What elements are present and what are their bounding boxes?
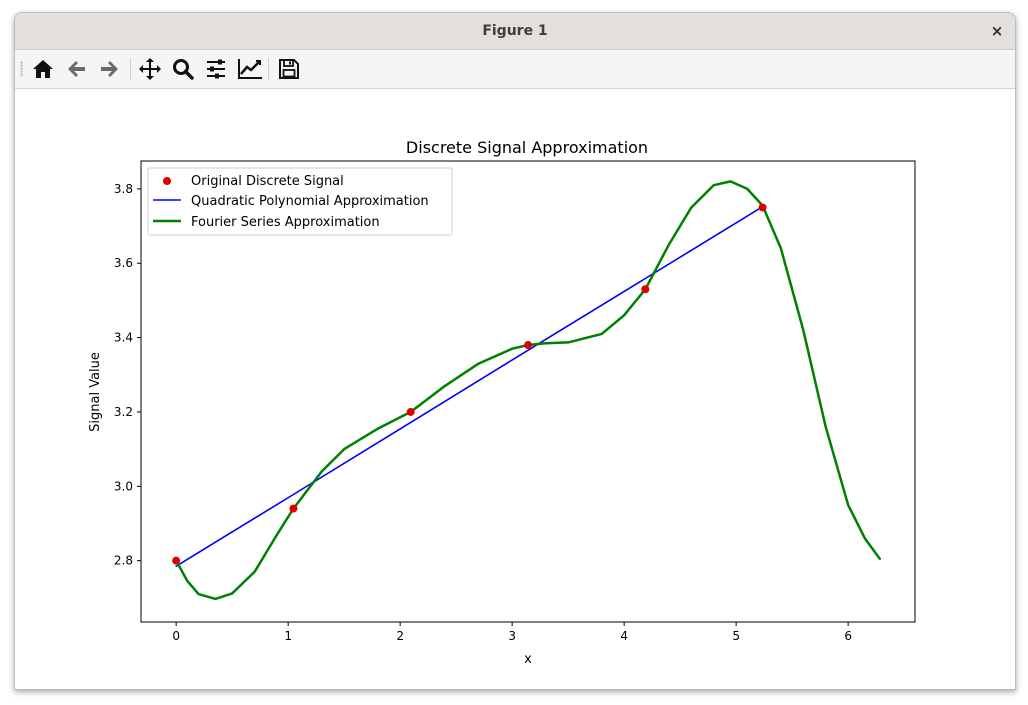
axes-frame	[140, 160, 916, 623]
close-button[interactable]: ×	[990, 22, 1004, 40]
forward-button[interactable]	[95, 56, 123, 82]
signal-point	[641, 285, 650, 294]
x-tick-label: 4	[620, 629, 628, 643]
forward-arrow-icon	[101, 61, 118, 77]
edit-axis-icon	[238, 59, 262, 79]
x-axis-ticks: 0 1 2 3 4 5 6	[172, 622, 852, 643]
signal-point	[172, 556, 181, 565]
legend-label-fourier: Fourier Series Approximation	[191, 215, 380, 230]
x-tick-label: 5	[732, 629, 740, 643]
y-axis-label: Signal Value	[88, 352, 103, 432]
signal-point	[406, 407, 415, 416]
chart-title: Discrete Signal Approximation	[406, 138, 648, 157]
back-button[interactable]	[63, 56, 91, 82]
legend: Original Discrete Signal Quadratic Polyn…	[147, 167, 453, 236]
toolbar-separator	[268, 58, 269, 80]
quadratic-polynomial-line	[175, 205, 764, 568]
title-bar[interactable]: Figure 1 ×	[15, 13, 1015, 50]
signal-point	[289, 504, 298, 513]
y-tick-label: 3.8	[114, 182, 133, 196]
y-tick-label: 3.2	[114, 405, 133, 419]
plot-lines	[174, 180, 882, 601]
window-title: Figure 1	[482, 23, 548, 39]
fourier-series-line	[174, 180, 882, 601]
back-arrow-icon	[68, 61, 85, 77]
save-icon	[279, 59, 299, 79]
edit-axis-button[interactable]	[235, 56, 263, 82]
pan-icon	[139, 58, 161, 80]
y-tick-label: 3.6	[114, 256, 133, 270]
zoom-icon	[173, 59, 194, 80]
chart: Discrete Signal Approximation 0 1 2 3 4 5 6 2.…	[88, 138, 916, 667]
zoom-button[interactable]	[169, 56, 197, 82]
navigation-toolbar	[15, 50, 1015, 89]
plot-points	[172, 203, 767, 565]
x-tick-label: 1	[284, 629, 292, 643]
x-tick-label: 6	[844, 629, 852, 643]
x-tick-label: 3	[508, 629, 516, 643]
legend-marker-original	[163, 177, 171, 185]
toolbar-separator	[130, 58, 131, 80]
signal-point	[758, 203, 767, 212]
legend-box	[147, 167, 453, 236]
legend-label-quadratic: Quadratic Polynomial Approximation	[191, 194, 429, 209]
configure-subplots-button[interactable]	[202, 56, 230, 82]
legend-label-original: Original Discrete Signal	[191, 174, 344, 189]
toolbar-grip[interactable]	[20, 61, 23, 77]
home-icon	[33, 60, 53, 78]
y-tick-label: 2.8	[114, 554, 133, 568]
home-button[interactable]	[29, 56, 57, 82]
y-tick-label: 3.0	[114, 479, 133, 493]
y-tick-label: 3.4	[114, 331, 133, 345]
save-button[interactable]	[275, 56, 303, 82]
figure-canvas[interactable]: Discrete Signal Approximation 0 1 2 3 4 5 6 2.…	[15, 89, 1015, 689]
y-axis-ticks: 2.8 3.0 3.2 3.4 3.6 3.8	[114, 182, 141, 568]
x-axis-label: x	[524, 652, 532, 667]
x-tick-label: 0	[172, 629, 180, 643]
x-tick-label: 2	[396, 629, 404, 643]
configure-subplots-icon	[207, 59, 225, 79]
pan-button[interactable]	[136, 56, 164, 82]
signal-point	[524, 341, 533, 350]
figure-window: Figure 1 ×	[14, 12, 1016, 690]
